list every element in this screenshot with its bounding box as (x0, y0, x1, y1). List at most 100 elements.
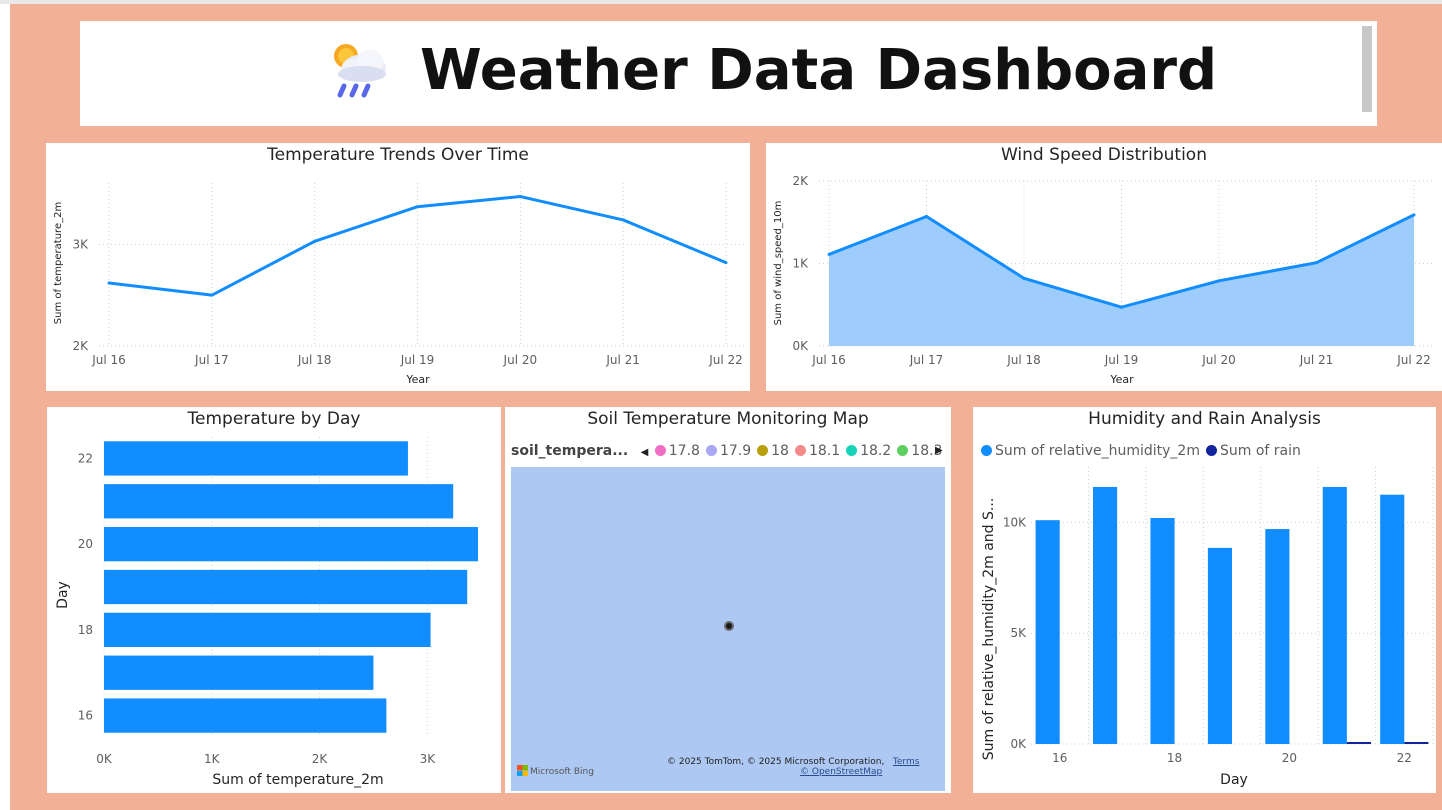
x-tick-label: Jul 16 (91, 353, 126, 367)
data-point (1022, 276, 1026, 280)
cloud-sun-rain-icon (334, 44, 386, 98)
x-tick-label: Jul 17 (194, 353, 229, 367)
y-tick-label: 16 (78, 709, 93, 723)
legend-item: 18.3 (897, 443, 942, 459)
temperature-bar (104, 612, 431, 647)
rain-bar (1346, 742, 1371, 744)
page-margin (0, 0, 10, 810)
x-tick-label: Jul 21 (605, 353, 640, 367)
data-point (621, 218, 625, 222)
x-axis-title: Year (405, 373, 430, 386)
legend-item[interactable]: Sum of relative_humidity_2m (981, 443, 1200, 459)
y-tick-label: 5K (1010, 626, 1027, 640)
x-tick-label: Jul 16 (811, 353, 846, 367)
data-point (1217, 279, 1221, 283)
wind-speed-card[interactable]: Wind Speed Distribution Jul 16 Jul 17 Jul … (766, 143, 1442, 391)
map-legend: soil_tempera... ◀ 17.8 17.9 18 18.1 18.2 18.3 (511, 443, 948, 459)
osm-link[interactable]: © OpenStreetMap (800, 767, 883, 777)
x-tick-label: 3K (420, 752, 437, 766)
map-attribution: © 2025 TomTom, © 2025 Microsoft Corporat… (667, 757, 920, 777)
legend-label: 17.9 (719, 443, 752, 459)
legend-label: 18 (771, 443, 789, 459)
temperature-by-day-chart: 0K 1K 2K 3K 22 20 18 16 Sum of temperature_2m Day (55, 437, 478, 788)
x-tick-label: 16 (1052, 751, 1067, 765)
chart-title: Temperature by Day (187, 409, 361, 429)
y-tick-label: 0K (1010, 737, 1027, 751)
data-point (518, 195, 522, 199)
temperature-by-day-card[interactable]: Temperature by Day 0K 1K 2K 3K 22 20 18 16 Sum o… (47, 407, 501, 793)
x-axis-title: Year (1109, 373, 1134, 386)
humidity-rain-card[interactable]: Humidity and Rain Analysis Sum of relati… (973, 407, 1436, 793)
terms-link[interactable]: Terms (892, 757, 920, 767)
legend-label: 18.1 (808, 443, 841, 459)
legend-items: 17.8 17.9 18 18.1 18.2 18.3 (654, 443, 949, 459)
data-point (313, 239, 317, 243)
x-tick-label: 20 (1282, 751, 1297, 765)
temperature-bar (104, 484, 454, 519)
x-tick-label: Jul 19 (1104, 353, 1139, 367)
y-tick-label: 10K (1003, 515, 1027, 529)
y-axis-title: Day (55, 581, 71, 609)
legend-dot-icon (1205, 445, 1217, 456)
y-tick-label: 1K (792, 257, 809, 271)
x-tick-label: Jul 17 (909, 353, 944, 367)
map-data-point[interactable] (724, 621, 734, 631)
x-tick-label: 22 (1397, 751, 1412, 765)
x-tick-label: 2K (312, 752, 329, 766)
x-tick-label: Jul 18 (297, 353, 332, 367)
y-tick-label: 2K (72, 339, 89, 353)
data-point (416, 205, 419, 209)
x-tick-label: 0K (96, 752, 113, 766)
legend-label: Sum of rain (1219, 443, 1301, 459)
legend-item: 18.1 (794, 443, 841, 459)
legend-label: 18.3 (911, 443, 943, 459)
legend-item: 18 (757, 443, 789, 459)
legend-dot-icon (794, 445, 806, 456)
top-border (0, 0, 1442, 4)
humidity-bar (1265, 529, 1290, 744)
legend-dot-icon (981, 445, 992, 456)
data-point (1120, 305, 1123, 309)
legend-prev-arrow[interactable]: ◀ (640, 447, 649, 458)
humidity-bar (1322, 486, 1347, 744)
temperature-trend-card[interactable]: Temperature Trends Over Time Jul 16 Jul 1… (46, 143, 750, 391)
chart-title: Humidity and Rain Analysis (1088, 409, 1321, 429)
x-tick-label: Jul 21 (1299, 353, 1334, 367)
x-tick-label: Jul 18 (1006, 353, 1041, 367)
humidity-bar (1380, 494, 1405, 744)
temperature-bar (104, 655, 374, 690)
title-card: Weather Data Dashboard (80, 21, 1377, 126)
data-point (1315, 261, 1318, 265)
y-tick-label: 22 (78, 451, 93, 465)
humidity-bar (1207, 547, 1232, 744)
y-axis-title: Sum of temperature_2m (53, 202, 64, 324)
y-tick-label: 0K (792, 339, 809, 353)
x-tick-label: Jul 20 (503, 353, 538, 367)
soil-temperature-map-card[interactable]: Soil Temperature Monitoring Map soil_tem… (505, 407, 951, 793)
y-tick-label: 3K (72, 237, 89, 251)
legend-dot-icon (897, 445, 909, 456)
y-axis-title: Sum of wind_speed_10m (773, 201, 784, 326)
humidity-rain-chart: 0K 5K 10K 16 18 20 22 Day Sum of relative_humidi… (981, 467, 1434, 788)
legend-next-arrow[interactable]: ▶ (935, 445, 943, 456)
scrollbar-thumb[interactable] (1362, 26, 1372, 112)
map-canvas[interactable]: Microsoft Bing © 2025 TomTom, © 2025 Mic… (511, 467, 945, 791)
temperature-bar (104, 569, 468, 605)
temperature-bar (104, 527, 478, 562)
legend-dot-icon (846, 445, 858, 456)
dashboard-title: Weather Data Dashboard (420, 38, 1218, 103)
chart-title: Temperature Trends Over Time (267, 145, 529, 165)
chart-title: Wind Speed Distribution (1000, 145, 1207, 165)
x-tick-label: Jul 22 (708, 353, 743, 367)
legend-dot-icon (654, 445, 666, 456)
x-tick-label: Jul 22 (1396, 353, 1431, 367)
y-tick-label: 18 (78, 623, 93, 637)
x-tick-label: Jul 20 (1201, 353, 1236, 367)
x-tick-label: 1K (204, 752, 221, 766)
legend-item[interactable]: Sum of rain (1205, 443, 1301, 459)
wind-speed-chart: Jul 16 Jul 17 Jul 18 Jul 19 Jul 20 Jul 21 Jul … (773, 174, 1434, 386)
chart-title: Soil Temperature Monitoring Map (587, 409, 869, 429)
chart-legend: Sum of relative_humidity_2m Sum of rain (981, 443, 1307, 459)
humidity-bar (1035, 520, 1060, 744)
data-point (210, 293, 214, 297)
